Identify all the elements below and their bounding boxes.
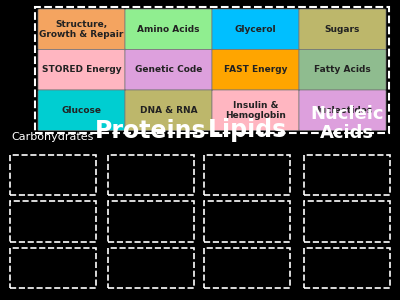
- Bar: [304, 154, 390, 195]
- FancyBboxPatch shape: [38, 50, 125, 90]
- Bar: [108, 248, 194, 288]
- Text: STORED Energy: STORED Energy: [42, 65, 121, 74]
- Text: Glucose: Glucose: [62, 106, 102, 115]
- FancyBboxPatch shape: [125, 90, 212, 130]
- FancyBboxPatch shape: [38, 9, 125, 50]
- Text: Carbohydrates: Carbohydrates: [12, 133, 94, 142]
- Text: Glycerol: Glycerol: [235, 25, 276, 34]
- FancyBboxPatch shape: [299, 90, 386, 130]
- Bar: [304, 248, 390, 288]
- Text: Nucleotides: Nucleotides: [312, 106, 373, 115]
- FancyBboxPatch shape: [38, 90, 125, 130]
- Bar: [10, 154, 96, 195]
- FancyBboxPatch shape: [299, 50, 386, 90]
- Text: FAST Energy: FAST Energy: [224, 65, 287, 74]
- Text: Fatty Acids: Fatty Acids: [314, 65, 371, 74]
- FancyBboxPatch shape: [299, 9, 386, 50]
- Bar: [35, 7, 389, 133]
- Text: Nucleic
Acids: Nucleic Acids: [310, 105, 384, 142]
- Bar: [108, 154, 194, 195]
- Bar: [204, 201, 290, 242]
- Bar: [10, 201, 96, 242]
- Bar: [304, 201, 390, 242]
- FancyBboxPatch shape: [212, 50, 299, 90]
- Text: Genetic Code: Genetic Code: [135, 65, 202, 74]
- Bar: [204, 248, 290, 288]
- Text: Lipids: Lipids: [207, 118, 287, 142]
- Text: DNA & RNA: DNA & RNA: [140, 106, 197, 115]
- FancyBboxPatch shape: [125, 9, 212, 50]
- Text: Sugars: Sugars: [325, 25, 360, 34]
- Bar: [204, 154, 290, 195]
- Text: Amino Acids: Amino Acids: [137, 25, 200, 34]
- Bar: [108, 201, 194, 242]
- Text: Proteins: Proteins: [95, 118, 207, 142]
- Bar: [10, 248, 96, 288]
- FancyBboxPatch shape: [212, 90, 299, 130]
- FancyBboxPatch shape: [212, 9, 299, 50]
- Text: Structure,
Growth & Repair: Structure, Growth & Repair: [39, 20, 124, 39]
- Text: Insulin &
Hemoglobin: Insulin & Hemoglobin: [225, 100, 286, 120]
- FancyBboxPatch shape: [125, 50, 212, 90]
